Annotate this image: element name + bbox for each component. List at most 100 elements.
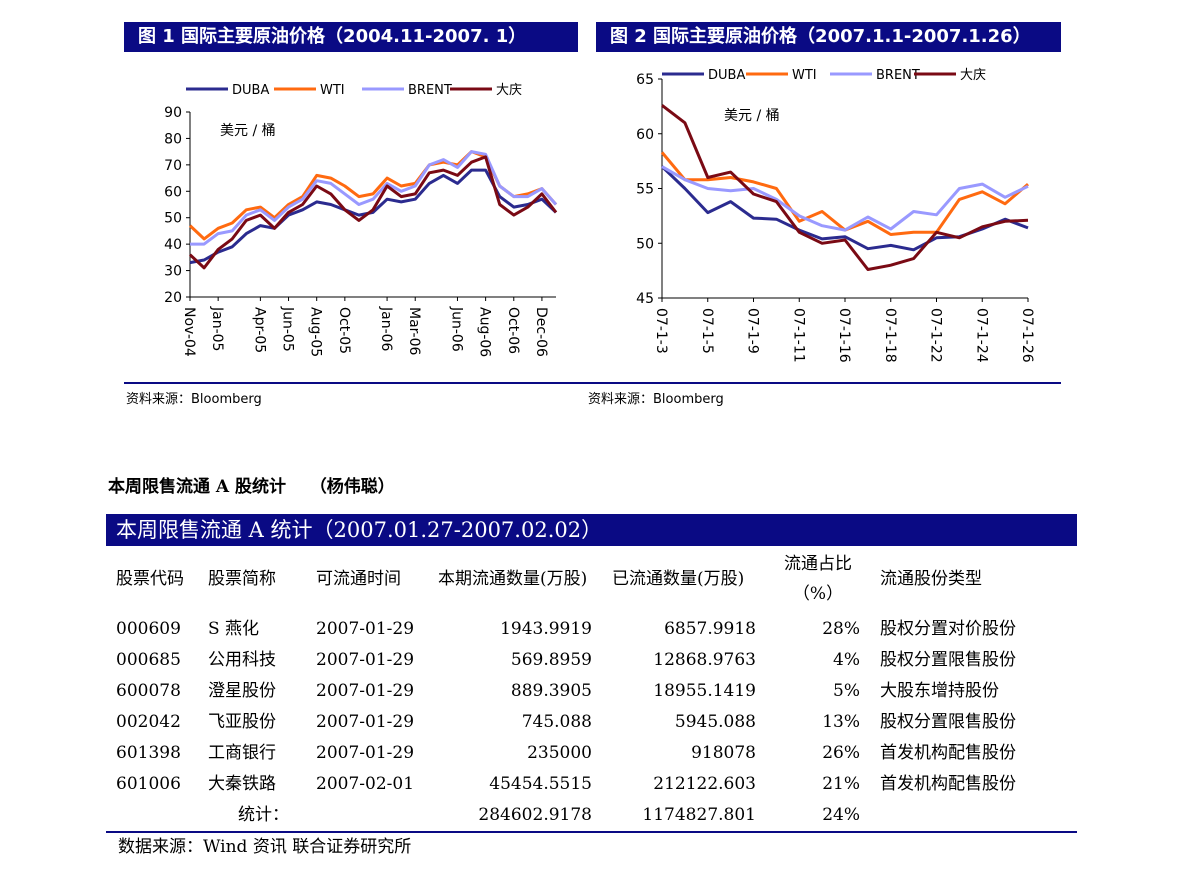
series-line-1 (188, 150, 558, 241)
cell-stock-name: 工商银行 (208, 743, 276, 763)
x-tick-label: 07-1-3 (653, 308, 669, 354)
cell-share-type: 首发机构配售股份 (880, 774, 1016, 794)
y-tick-label: 20 (164, 290, 182, 306)
figure1-source: 资料来源：Bloomberg (126, 392, 262, 407)
y-tick-label: 60 (164, 184, 182, 200)
figure2-chart: 45 50 55 60 65 07-1-3 07-1-5 07-1-9 07-1-11 07-1-… (636, 68, 1035, 363)
x-tick-label: 07-1-16 (836, 308, 852, 363)
total-label: 统计： (238, 805, 289, 825)
header-period-quantity: 本期流通数量(万股) (438, 569, 588, 589)
x-tick-label: Jan-06 (378, 306, 394, 352)
x-tick-label: 07-1-18 (882, 308, 898, 363)
cell-period-quantity: 889.3905 (510, 681, 592, 701)
cell-ratio: 26% (822, 743, 860, 763)
x-tick-label: 07-1-11 (790, 308, 806, 363)
cell-stock-code: 000609 (116, 619, 181, 639)
figures-bottom-rule (124, 382, 1061, 384)
y-tick-label: 30 (164, 264, 182, 280)
header-stock-name: 股票简称 (208, 569, 276, 589)
cell-tradable-date: 2007-01-29 (316, 650, 415, 670)
figure2-title: 图 2 国际主要原油价格（2007.1.1-2007.1.26） (596, 22, 1061, 52)
table-title: 本周限售流通 A 统计（2007.01.27-2007.02.02） (106, 514, 1077, 546)
cell-stock-name: 公用科技 (208, 650, 276, 670)
cell-period-quantity: 569.8959 (510, 650, 592, 670)
y-tick-label: 65 (636, 72, 654, 88)
series-line-2 (661, 165, 1029, 232)
legend-label: BRENT (876, 68, 920, 83)
figure1-title: 图 1 国际主要原油价格（2004.11-2007. 1） (124, 22, 578, 52)
cell-cumulative-quantity: 12868.9763 (653, 650, 756, 670)
table-row: 601006 大秦铁路 2007-02-01 45454.5515 212122.603… (106, 769, 1077, 800)
table-row: 601398 工商银行 2007-01-29 235000 918078 26% 首发机构配… (106, 738, 1077, 769)
cell-tradable-date: 2007-01-29 (316, 743, 415, 763)
cell-ratio: 28% (822, 619, 860, 639)
header-tradable-date: 可流通时间 (316, 569, 401, 589)
cell-stock-name: 飞亚股份 (208, 712, 276, 732)
y-tick-label: 70 (164, 158, 182, 174)
x-tick-label: Jan-05 (209, 306, 225, 351)
x-tick-label: Apr-05 (251, 307, 267, 353)
cell-ratio: 13% (822, 712, 860, 732)
table-source: 数据来源：Wind 资讯 联合证券研究所 (118, 837, 412, 857)
cell-period-quantity: 235000 (527, 743, 592, 763)
legend-label: BRENT (408, 83, 452, 98)
x-tick-label: 07-1-9 (745, 308, 761, 354)
legend-label: 大庆 (496, 83, 522, 98)
x-tick-label: Nov-04 (181, 307, 197, 357)
legend-label: 大庆 (960, 68, 986, 83)
total-ratio: 24% (822, 805, 860, 825)
cell-cumulative-quantity: 6857.9918 (664, 619, 756, 639)
x-tick-label: Mar-06 (406, 307, 422, 355)
cell-cumulative-quantity: 212122.603 (653, 774, 756, 794)
table-row: 002042 飞亚股份 2007-01-29 745.088 5945.088 13% 股权… (106, 707, 1077, 738)
x-tick-label: Dec-06 (533, 307, 549, 357)
y-tick-label: 80 (164, 131, 182, 147)
cell-stock-name: S 燕化 (208, 619, 260, 639)
figure1-chart: 20 30 40 50 60 70 80 90 Nov-04 Jan-05 Apr-05 Jun-05… (164, 83, 558, 357)
series-line-3 (661, 104, 1029, 271)
x-tick-label: Aug-05 (308, 307, 324, 357)
x-tick-label: 07-1-24 (973, 308, 989, 363)
header-ratio: 流通占比（%） (784, 554, 852, 604)
cell-period-quantity: 1943.9919 (500, 619, 592, 639)
x-tick-label: 07-1-5 (699, 308, 715, 354)
x-tick-label: 07-1-26 (1019, 308, 1035, 363)
y-tick-label: 50 (636, 236, 654, 252)
cell-share-type: 股权分置限售股份 (880, 712, 1016, 732)
cell-stock-name: 大秦铁路 (208, 774, 276, 794)
series-line-2 (190, 150, 558, 246)
unit-label: 美元 / 桶 (220, 123, 276, 139)
y-tick-label: 55 (636, 182, 654, 198)
header-share-type: 流通股份类型 (880, 569, 982, 589)
y-tick-label: 50 (164, 211, 182, 227)
total-cumulative-quantity: 1174827.801 (642, 805, 756, 825)
y-tick-label: 45 (636, 291, 654, 307)
cell-share-type: 股权分置对价股份 (880, 619, 1016, 639)
table-row: 600078 澄星股份 2007-01-29 889.3905 18955.1419 5%… (106, 676, 1077, 707)
cell-share-type: 首发机构配售股份 (880, 743, 1016, 763)
table-total-row: 统计： 284602.9178 1174827.801 24% (106, 800, 1077, 832)
x-tick-label: Jun-06 (448, 306, 464, 352)
cell-stock-code: 600078 (116, 681, 181, 701)
table-row: 000685 公用科技 2007-01-29 569.8959 12868.9763 4%… (106, 645, 1077, 676)
legend-label: WTI (320, 83, 345, 98)
total-period-quantity: 284602.9178 (478, 805, 592, 825)
cell-cumulative-quantity: 18955.1419 (653, 681, 756, 701)
cell-ratio: 21% (822, 774, 860, 794)
cell-stock-code: 601006 (116, 774, 181, 794)
cell-tradable-date: 2007-01-29 (316, 681, 415, 701)
cell-tradable-date: 2007-02-01 (316, 774, 415, 794)
x-tick-label: Aug-06 (477, 307, 493, 357)
cell-tradable-date: 2007-01-29 (316, 619, 415, 639)
table-header-row: 股票代码 股票简称 可流通时间 本期流通数量(万股) 已流通数量(万股) 流通占… (106, 546, 1077, 614)
cell-ratio: 4% (833, 650, 860, 670)
legend-label: WTI (792, 68, 817, 83)
cell-stock-name: 澄星股份 (208, 681, 276, 701)
series-line-1 (660, 151, 1029, 236)
x-tick-label: Oct-06 (505, 307, 521, 354)
cell-stock-code: 002042 (116, 712, 181, 732)
cell-stock-code: 000685 (116, 650, 181, 670)
cell-stock-code: 601398 (116, 743, 181, 763)
cell-period-quantity: 45454.5515 (489, 774, 592, 794)
x-tick-label: Jun-05 (280, 306, 296, 352)
